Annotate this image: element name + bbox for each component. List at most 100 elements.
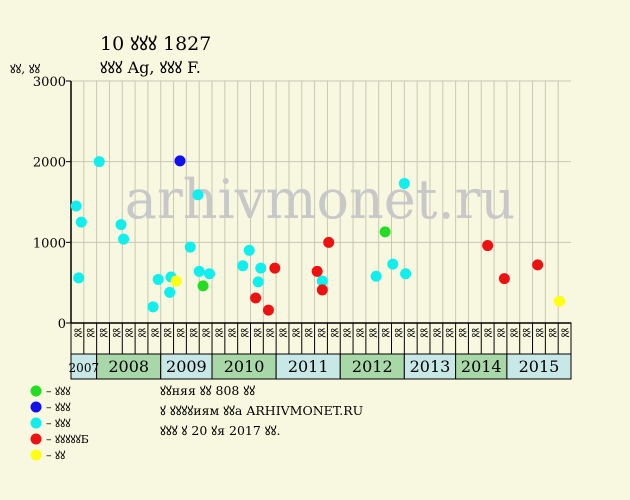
month-label: ꙋꙋ bbox=[148, 328, 159, 338]
month-label: ꙋꙋ bbox=[494, 328, 505, 338]
data-point bbox=[152, 273, 164, 285]
data-point bbox=[237, 260, 249, 272]
data-point bbox=[184, 241, 196, 253]
year-label: 2007 bbox=[69, 361, 100, 375]
data-point bbox=[164, 286, 176, 298]
y-tick-label: 2000 bbox=[33, 156, 66, 171]
month-label: ꙋꙋ bbox=[212, 328, 223, 338]
legend-marker bbox=[30, 449, 42, 461]
month-label: ꙋꙋ bbox=[456, 328, 467, 338]
month-label: ꙋꙋ bbox=[174, 328, 185, 338]
legend-label: – ꙋꙋ bbox=[46, 449, 65, 462]
data-point bbox=[252, 276, 264, 288]
y-tick-label: 0 bbox=[58, 317, 66, 332]
month-label: ꙋꙋ bbox=[482, 328, 493, 338]
legend-marker bbox=[30, 417, 42, 429]
data-point bbox=[147, 301, 159, 313]
year-label: 2012 bbox=[352, 357, 393, 376]
month-label: ꙋꙋ bbox=[187, 328, 198, 338]
month-label: ꙋꙋ bbox=[392, 328, 403, 338]
data-point bbox=[262, 304, 274, 316]
month-label: ꙋꙋ bbox=[366, 328, 377, 338]
data-point bbox=[174, 155, 186, 167]
data-point bbox=[269, 262, 281, 274]
month-label: ꙋꙋ bbox=[559, 328, 570, 338]
year-label: 2008 bbox=[108, 357, 149, 376]
month-label: ꙋꙋ bbox=[251, 328, 262, 338]
data-point bbox=[498, 273, 510, 285]
chart-subtitle: ꙋꙋꙋ Ag, ꙋꙋꙋ F. bbox=[100, 58, 201, 77]
data-point bbox=[532, 259, 544, 271]
year-cell bbox=[211, 353, 277, 380]
legend-label: – ꙋꙋꙋ bbox=[46, 385, 70, 398]
year-label: 2010 bbox=[224, 357, 265, 376]
data-point bbox=[482, 240, 494, 252]
data-point bbox=[192, 189, 204, 201]
month-label: ꙋꙋ bbox=[97, 328, 108, 338]
data-point bbox=[323, 236, 335, 248]
month-label: ꙋꙋ bbox=[71, 328, 82, 338]
data-point bbox=[203, 268, 215, 280]
year-cell bbox=[506, 353, 572, 380]
month-label: ꙋꙋ bbox=[507, 328, 518, 338]
data-point bbox=[197, 280, 209, 292]
month-label: ꙋꙋ bbox=[302, 328, 313, 338]
data-point bbox=[73, 272, 85, 284]
legend-label: – ꙋꙋꙋ bbox=[46, 401, 70, 414]
month-label: ꙋꙋ bbox=[341, 328, 352, 338]
month-label: ꙋꙋ bbox=[546, 328, 557, 338]
chart-title: 10 ꙋꙋꙋ 1827 bbox=[100, 33, 211, 55]
month-label: ꙋꙋ bbox=[200, 328, 211, 338]
month-label: ꙋꙋ bbox=[520, 328, 531, 338]
month-label: ꙋꙋ bbox=[110, 328, 121, 338]
month-label: ꙋꙋ bbox=[418, 328, 429, 338]
note-line-2: ꙋ ꙋꙋꙋꙋиям ꙋꙋа ARHIVMONET.RU bbox=[160, 403, 363, 418]
month-label: ꙋꙋ bbox=[443, 328, 454, 338]
month-label-strip bbox=[70, 322, 572, 355]
data-point bbox=[398, 177, 410, 189]
month-label: ꙋꙋ bbox=[533, 328, 544, 338]
month-label: ꙋꙋ bbox=[136, 328, 147, 338]
legend-marker bbox=[30, 433, 42, 445]
year-cell bbox=[403, 353, 457, 380]
month-label: ꙋꙋ bbox=[405, 328, 416, 338]
data-point bbox=[93, 156, 105, 168]
year-label: 2015 bbox=[519, 357, 560, 376]
month-label: ꙋꙋ bbox=[225, 328, 236, 338]
y-tick-label: 1000 bbox=[33, 236, 66, 251]
data-point bbox=[370, 270, 382, 282]
month-label: ꙋꙋ bbox=[289, 328, 300, 338]
year-cell bbox=[96, 353, 162, 380]
note-line-1: ꙋꙋняя ꙋꙋ 808 ꙋꙋ bbox=[160, 383, 255, 398]
year-cell bbox=[339, 353, 405, 380]
year-label: 2014 bbox=[461, 357, 502, 376]
y-axis-label: ꙋꙋ, ꙋꙋ bbox=[10, 62, 41, 76]
data-point bbox=[118, 233, 130, 245]
year-label: 2013 bbox=[410, 357, 451, 376]
month-label: ꙋꙋ bbox=[379, 328, 390, 338]
y-tick-label: 3000 bbox=[33, 75, 66, 90]
watermark: arhivmonet.ru bbox=[125, 168, 515, 231]
month-label: ꙋꙋ bbox=[161, 328, 172, 338]
note-line-3: ꙋꙋꙋ ꙋ 20 ꙋя 2017 ꙋꙋ. bbox=[160, 423, 280, 438]
year-cell bbox=[275, 353, 341, 380]
month-label: ꙋꙋ bbox=[238, 328, 249, 338]
data-point bbox=[115, 219, 127, 231]
data-point bbox=[250, 292, 262, 304]
data-point bbox=[170, 275, 182, 287]
data-point bbox=[379, 226, 391, 238]
legend-label: – ꙋꙋꙋꙋꙋБ bbox=[46, 433, 89, 446]
year-label: 2011 bbox=[288, 357, 329, 376]
month-label: ꙋꙋ bbox=[84, 328, 95, 338]
data-point bbox=[311, 265, 323, 277]
month-label: ꙋꙋ bbox=[469, 328, 480, 338]
month-label: ꙋꙋ bbox=[353, 328, 364, 338]
month-label: ꙋꙋ bbox=[277, 328, 288, 338]
data-point bbox=[193, 265, 205, 277]
legend-marker bbox=[30, 401, 42, 413]
data-point bbox=[553, 295, 565, 307]
data-point bbox=[316, 275, 328, 287]
year-cell bbox=[455, 353, 508, 380]
data-point bbox=[387, 258, 399, 270]
